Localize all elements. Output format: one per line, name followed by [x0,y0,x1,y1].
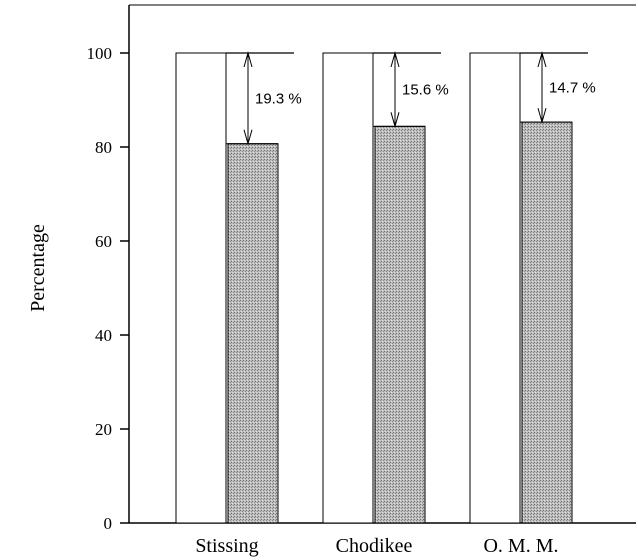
y-tick-label: 80 [95,138,112,157]
y-tick-label: 60 [95,232,112,251]
reduction-arrow-head-top [537,51,547,68]
reduction-label: 19.3 % [255,90,302,107]
x-category-label: Stissing [195,535,258,557]
reduction-arrow-head-top [243,51,253,68]
y-tick-label: 20 [95,420,112,439]
x-labels: Stissing Chodikee O. M. M. [195,535,558,557]
bar-baseline [322,52,374,524]
reduction-arrow-head-bottom [243,129,253,146]
bar-baseline [469,52,521,524]
y-tick-label: 40 [95,326,112,345]
x-category-label: Chodikee [336,535,413,557]
bar-reduced [227,143,279,524]
y-ticks: 0 20 40 60 80 100 [87,44,129,533]
y-tick-label: 0 [104,514,113,533]
bar-reduced [521,121,573,524]
x-category-label: O. M. M. [483,535,558,557]
y-axis-title: Percentage [27,224,49,312]
reduction-label: 15.6 % [402,82,449,99]
reduction-arrow-head-bottom [390,112,400,129]
bar-baseline [175,52,227,524]
reduction-arrow-head-top [390,51,400,68]
bar-reduced [374,125,426,524]
reduction-label: 14.7 % [549,80,596,97]
annotations: 19.3 % 15.6 % 14.7 % [226,51,596,146]
y-tick-label: 100 [87,44,113,63]
bars [175,52,573,524]
reduction-arrow-head-bottom [537,107,547,124]
